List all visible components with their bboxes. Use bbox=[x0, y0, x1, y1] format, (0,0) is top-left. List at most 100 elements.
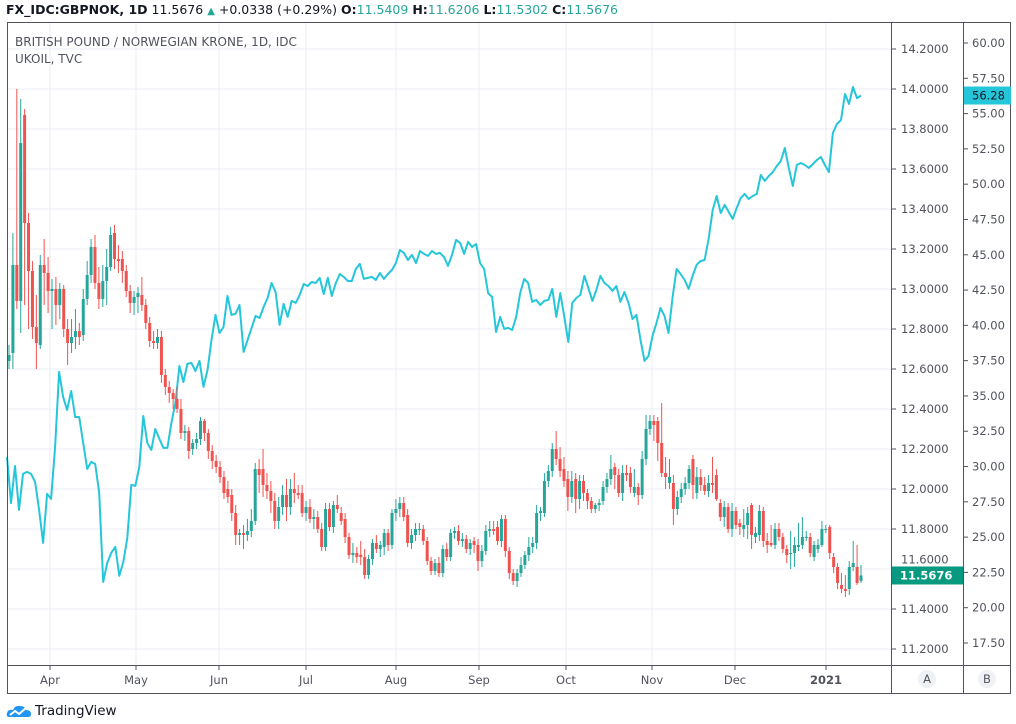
candle-body bbox=[664, 473, 668, 477]
candle bbox=[312, 509, 316, 529]
candle bbox=[761, 507, 765, 547]
candle-body bbox=[284, 495, 288, 507]
candle-body bbox=[343, 519, 347, 537]
candle-body bbox=[46, 273, 50, 291]
candle bbox=[546, 465, 550, 487]
candle-body bbox=[570, 481, 574, 497]
candle-body bbox=[851, 563, 855, 567]
candle bbox=[273, 493, 277, 529]
candle-body bbox=[339, 513, 343, 521]
candle-body bbox=[460, 539, 464, 541]
candle bbox=[589, 497, 593, 513]
candle bbox=[578, 475, 582, 509]
candle-body bbox=[667, 477, 671, 483]
candle-body bbox=[27, 223, 31, 271]
candle-body bbox=[449, 533, 453, 557]
candle bbox=[570, 471, 574, 503]
candle bbox=[499, 515, 503, 547]
candle bbox=[667, 459, 671, 489]
candle-body bbox=[54, 289, 58, 305]
candle-body bbox=[593, 505, 597, 509]
candle-body bbox=[187, 431, 191, 451]
candle-body bbox=[351, 553, 355, 555]
candle-body bbox=[245, 531, 249, 535]
candle bbox=[179, 399, 183, 439]
candle-body bbox=[23, 115, 27, 223]
candle bbox=[417, 523, 421, 535]
candle bbox=[308, 499, 312, 523]
candle bbox=[718, 499, 722, 521]
candle-body bbox=[796, 545, 800, 547]
candle bbox=[847, 561, 851, 595]
candle bbox=[50, 279, 54, 329]
candle-body bbox=[406, 515, 410, 543]
tick-label-a: 11.2000 bbox=[901, 642, 949, 656]
compare-series-legend[interactable]: UKOIL, TVC bbox=[15, 52, 82, 66]
candle-body bbox=[128, 291, 132, 303]
candle-body bbox=[398, 503, 402, 509]
candle-body bbox=[511, 573, 515, 581]
candle bbox=[19, 99, 23, 333]
candle-body bbox=[718, 503, 722, 517]
price-axis-b[interactable]: 60.00 57.50 55.00 52.50 50.00 47.50 45.00 42.50… bbox=[964, 36, 1005, 650]
candle bbox=[402, 497, 406, 521]
price-axis-a[interactable]: 14.2000 13.8000 13.6000 13.4000 13.2000 13.00… bbox=[892, 42, 949, 656]
candle bbox=[11, 233, 15, 369]
tick-label-x: Oct bbox=[556, 673, 576, 687]
candle-body bbox=[699, 477, 703, 485]
candle-body bbox=[621, 473, 625, 493]
candle bbox=[519, 557, 523, 577]
candle-body bbox=[785, 549, 789, 555]
tick-label-x: Aug bbox=[385, 673, 407, 687]
axis-a-button[interactable]: A bbox=[918, 670, 936, 688]
time-axis[interactable]: Apr May Jun Jul Aug Sep Oct Nov Dec 2021 bbox=[40, 666, 842, 687]
candle bbox=[58, 283, 62, 319]
last-price: 11.5676 bbox=[151, 2, 204, 17]
candle-body bbox=[824, 529, 828, 530]
candle-body bbox=[316, 517, 320, 529]
candle bbox=[304, 501, 308, 521]
candle-body bbox=[480, 551, 484, 561]
candle-body bbox=[288, 489, 292, 507]
tick-label-b: 55.00 bbox=[972, 107, 1005, 121]
candle-body bbox=[632, 487, 636, 493]
candle-body bbox=[531, 543, 535, 547]
candle bbox=[558, 447, 562, 477]
tick-label-b: 45.00 bbox=[972, 248, 1005, 262]
candle-body bbox=[347, 537, 351, 555]
candle bbox=[34, 295, 38, 369]
candle-body bbox=[859, 575, 863, 581]
candle-body bbox=[539, 511, 543, 513]
candle bbox=[163, 369, 167, 395]
candle bbox=[320, 523, 324, 551]
candle bbox=[136, 287, 140, 313]
candle-body bbox=[152, 341, 156, 343]
last-price-tag-a: 11.5676 bbox=[892, 566, 963, 585]
candle bbox=[116, 245, 120, 273]
candle-body bbox=[359, 555, 363, 557]
candle-body bbox=[292, 489, 296, 493]
candle-body bbox=[206, 433, 210, 451]
main-series-legend[interactable]: BRITISH POUND / NORWEGIAN KRONE, 1D, IDC bbox=[15, 35, 297, 49]
candle-body bbox=[136, 293, 140, 297]
axis-b-button[interactable]: B bbox=[978, 670, 996, 688]
symbol-name[interactable]: FX_IDC:GBPNOK, 1D bbox=[6, 2, 148, 17]
candle-body bbox=[253, 469, 257, 521]
candle bbox=[531, 537, 535, 553]
candle-body bbox=[617, 475, 621, 493]
candle bbox=[714, 469, 718, 501]
candle-body bbox=[683, 483, 687, 489]
candle-body bbox=[519, 565, 523, 573]
candle bbox=[652, 415, 656, 441]
candle-body bbox=[566, 479, 570, 497]
candle bbox=[175, 387, 179, 413]
tradingview-logo[interactable]: TradingView bbox=[6, 703, 117, 719]
candle-body bbox=[15, 265, 19, 301]
candle bbox=[836, 563, 840, 589]
candle bbox=[152, 331, 156, 349]
candle bbox=[750, 503, 754, 549]
candle-body bbox=[492, 529, 496, 531]
candle-body bbox=[777, 529, 781, 537]
candle-body bbox=[734, 511, 738, 525]
